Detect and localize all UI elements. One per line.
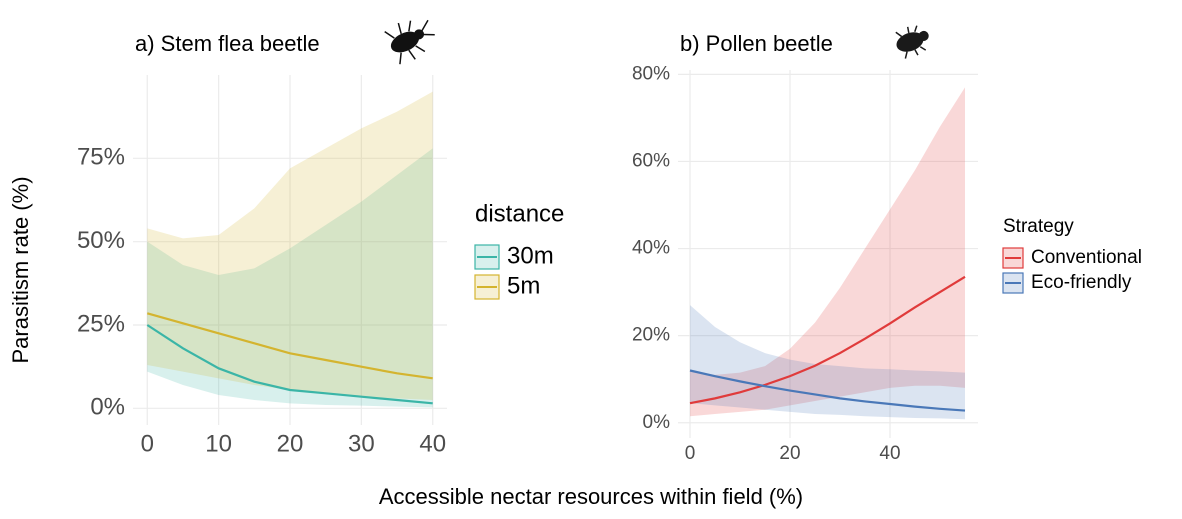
beetle-icon (384, 19, 435, 65)
line (689, 369, 966, 412)
legend-label: Eco-friendly (1031, 272, 1132, 293)
x-tick-label: 40 (419, 431, 446, 458)
x-tick-label: 30 (348, 431, 375, 458)
chart-title: b) Pollen beetle (680, 31, 833, 56)
x-tick-label: 40 (879, 443, 900, 464)
y-tick-label: 0% (90, 394, 125, 421)
y-tick-label: 60% (632, 150, 670, 171)
x-tick-label: 10 (205, 431, 232, 458)
x-axis-label: Accessible nectar resources within field… (379, 484, 803, 509)
legend-label: 30m (507, 242, 554, 269)
y-axis-label: Parasitism rate (%) (8, 176, 33, 363)
legend-title: distance (475, 200, 564, 227)
line (146, 312, 433, 380)
y-tick-label: 50% (77, 227, 125, 254)
legend-label: 5m (507, 272, 540, 299)
legend-title: Strategy (1003, 216, 1074, 237)
line (146, 324, 433, 405)
x-tick-label: 20 (779, 443, 800, 464)
x-tick-label: 0 (685, 443, 696, 464)
confidence-band (147, 91, 433, 401)
y-tick-label: 80% (632, 63, 670, 84)
line (689, 275, 966, 405)
confidence-band (690, 305, 965, 420)
beetle-icon (895, 25, 929, 59)
y-tick-label: 20% (632, 325, 670, 346)
y-tick-label: 75% (77, 144, 125, 171)
y-tick-label: 40% (632, 238, 670, 259)
confidence-band (147, 148, 433, 408)
confidence-band (690, 87, 965, 417)
x-tick-label: 20 (277, 431, 304, 458)
y-tick-label: 25% (77, 310, 125, 337)
y-tick-label: 0% (643, 412, 671, 433)
x-tick-label: 0 (141, 431, 154, 458)
chart-title: a) Stem flea beetle (135, 31, 320, 56)
legend-label: Conventional (1031, 247, 1142, 268)
